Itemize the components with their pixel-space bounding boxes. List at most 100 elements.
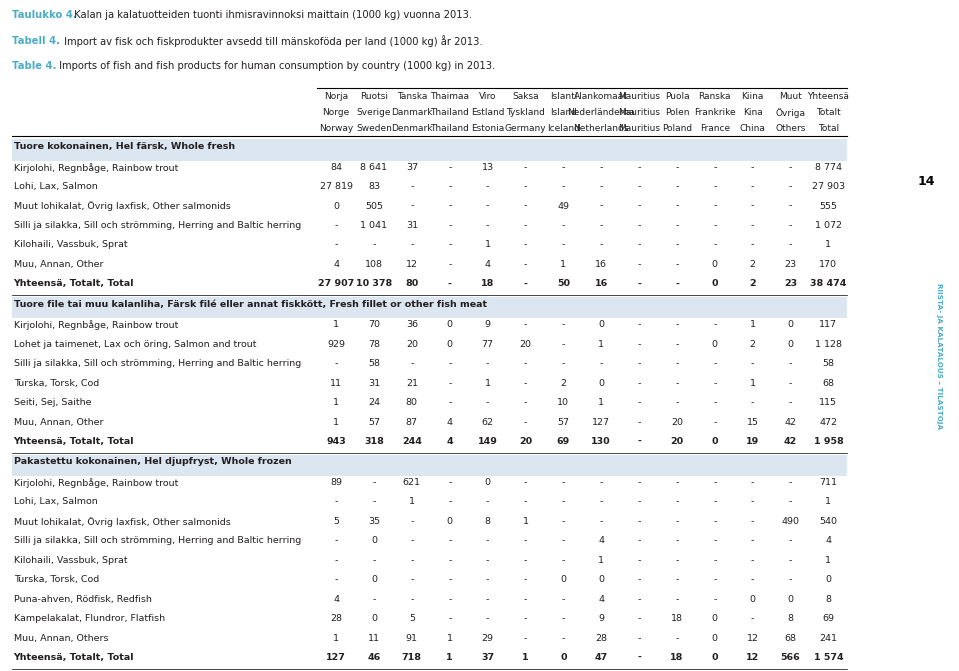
Text: 0: 0 <box>371 575 377 584</box>
Text: -: - <box>638 536 641 546</box>
Text: 42: 42 <box>784 417 797 427</box>
Text: -: - <box>372 556 376 565</box>
Text: Kilohaili, Vassbuk, Sprat: Kilohaili, Vassbuk, Sprat <box>13 556 128 565</box>
Text: 1: 1 <box>598 556 604 565</box>
Text: -: - <box>751 162 755 172</box>
Text: 566: 566 <box>781 653 801 662</box>
Text: 10: 10 <box>557 398 570 407</box>
Text: -: - <box>713 556 716 565</box>
Text: Netherlands: Netherlands <box>573 124 629 133</box>
Text: 18: 18 <box>670 653 684 662</box>
Text: -: - <box>335 359 338 368</box>
Text: -: - <box>638 497 641 507</box>
Text: -: - <box>638 162 641 172</box>
Text: -: - <box>524 378 527 388</box>
Text: -: - <box>524 162 527 172</box>
Text: Övriga: Övriga <box>776 108 806 118</box>
Text: Tyskland: Tyskland <box>506 108 545 117</box>
Text: 12: 12 <box>747 633 759 643</box>
Text: -: - <box>599 517 603 526</box>
Text: 0: 0 <box>333 201 339 211</box>
Text: 1: 1 <box>447 633 453 643</box>
Text: 37: 37 <box>406 162 418 172</box>
Text: 943: 943 <box>326 437 346 446</box>
Text: Kilohaili, Vassbuk, Sprat: Kilohaili, Vassbuk, Sprat <box>13 240 128 250</box>
Text: -: - <box>789 378 792 388</box>
Text: Silli ja silakka, Sill och strömming, Herring and Baltic herring: Silli ja silakka, Sill och strömming, He… <box>13 221 301 230</box>
Text: 19: 19 <box>746 437 760 446</box>
Text: -: - <box>713 359 716 368</box>
Text: -: - <box>713 398 716 407</box>
Text: Table 4.: Table 4. <box>12 61 57 71</box>
Text: -: - <box>486 201 489 211</box>
Text: 0: 0 <box>712 614 717 623</box>
Text: 21: 21 <box>406 378 418 388</box>
Text: 42: 42 <box>784 437 797 446</box>
Text: -: - <box>789 478 792 487</box>
Text: -: - <box>751 359 755 368</box>
Text: 14: 14 <box>918 174 935 188</box>
Text: -: - <box>789 536 792 546</box>
Text: -: - <box>751 201 755 211</box>
Text: Import av fisk och fiskprodukter avsedd till mänskoföda per land (1000 kg) år 20: Import av fisk och fiskprodukter avsedd … <box>61 36 482 48</box>
Text: 28: 28 <box>596 633 607 643</box>
Text: 1 958: 1 958 <box>813 437 843 446</box>
Text: -: - <box>599 478 603 487</box>
Text: 5: 5 <box>333 517 339 526</box>
Text: 24: 24 <box>368 398 380 407</box>
Text: Muu, Annan, Others: Muu, Annan, Others <box>13 633 108 643</box>
Text: -: - <box>713 497 716 507</box>
Text: 12: 12 <box>406 260 418 269</box>
Text: 0: 0 <box>371 614 377 623</box>
Text: 1: 1 <box>826 240 831 250</box>
Text: 20: 20 <box>520 340 531 349</box>
Text: -: - <box>751 575 755 584</box>
Text: Tabell 4.: Tabell 4. <box>12 36 59 46</box>
Text: 58: 58 <box>368 359 380 368</box>
Text: Thaimaa: Thaimaa <box>431 92 469 101</box>
Text: Norja: Norja <box>324 92 348 101</box>
Text: 1: 1 <box>484 378 491 388</box>
Text: -: - <box>751 614 755 623</box>
Text: Mauritius: Mauritius <box>618 92 660 101</box>
Text: -: - <box>675 575 679 584</box>
Text: -: - <box>562 221 565 230</box>
Text: Yhteensä, Totalt, Total: Yhteensä, Totalt, Total <box>13 279 134 289</box>
Text: -: - <box>524 595 527 604</box>
Text: Frankrike: Frankrike <box>694 108 736 117</box>
Text: 318: 318 <box>364 437 384 446</box>
Text: Nederländerna: Nederländerna <box>568 108 635 117</box>
Text: 1: 1 <box>826 556 831 565</box>
Text: Lohi, Lax, Salmon: Lohi, Lax, Salmon <box>13 182 98 191</box>
Text: -: - <box>638 221 641 230</box>
Text: Saksa: Saksa <box>512 92 539 101</box>
Text: 0: 0 <box>787 320 793 329</box>
Text: Lohet ja taimenet, Lax och öring, Salmon and trout: Lohet ja taimenet, Lax och öring, Salmon… <box>13 340 256 349</box>
Text: 8: 8 <box>826 595 831 604</box>
Text: -: - <box>713 162 716 172</box>
Text: Muu, Annan, Other: Muu, Annan, Other <box>13 417 104 427</box>
Text: Danmark: Danmark <box>391 108 433 117</box>
Text: 1: 1 <box>750 320 756 329</box>
Text: Silli ja silakka, Sill och strömming, Herring and Baltic herring: Silli ja silakka, Sill och strömming, He… <box>13 359 301 368</box>
Text: 0: 0 <box>712 633 717 643</box>
Text: -: - <box>562 359 565 368</box>
Text: 472: 472 <box>819 417 837 427</box>
Text: 0: 0 <box>447 340 453 349</box>
Text: Tuore kokonainen, Hel färsk, Whole fresh: Tuore kokonainen, Hel färsk, Whole fresh <box>13 142 235 151</box>
Text: Kampelakalat, Flundror, Flatfish: Kampelakalat, Flundror, Flatfish <box>13 614 165 623</box>
Text: -: - <box>410 575 413 584</box>
Text: 929: 929 <box>327 340 345 349</box>
Text: 8: 8 <box>484 517 491 526</box>
Text: Kirjolohi, Regnbåge, Rainbow trout: Kirjolohi, Regnbåge, Rainbow trout <box>13 478 178 488</box>
Text: -: - <box>638 417 641 427</box>
Text: -: - <box>372 497 376 507</box>
Text: -: - <box>713 478 716 487</box>
Text: 505: 505 <box>365 201 383 211</box>
Text: -: - <box>486 536 489 546</box>
Text: -: - <box>372 478 376 487</box>
Text: -: - <box>751 398 755 407</box>
Text: Iceland: Iceland <box>547 124 580 133</box>
Text: -: - <box>713 182 716 191</box>
Text: 115: 115 <box>819 398 837 407</box>
